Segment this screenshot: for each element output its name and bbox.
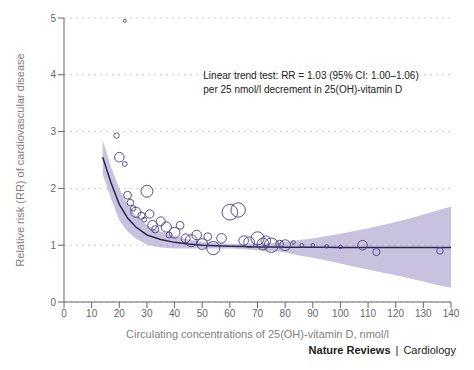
svg-text:140: 140 [443,308,460,319]
svg-text:120: 120 [387,308,404,319]
svg-text:2: 2 [50,183,56,194]
svg-text:3: 3 [50,126,56,137]
svg-text:90: 90 [307,308,319,319]
svg-text:110: 110 [360,308,376,319]
html-text:per 25 nmol/l decrement in 25(: per 25 nmol/l decrement in 25(OH)-vitami… [203,84,403,96]
svg-text:4: 4 [50,69,56,80]
svg-text:130: 130 [415,308,432,319]
svg-text:60: 60 [224,308,236,319]
svg-text:100: 100 [332,308,349,319]
svg-text:Relative risk (RR) of cardiova: Relative risk (RR) of cardiovascular dis… [14,53,26,266]
svg-text:0: 0 [50,297,56,308]
svg-text:70: 70 [252,308,264,319]
svg-text:5: 5 [50,13,56,24]
svg-text:50: 50 [197,308,209,319]
svg-text:0: 0 [61,308,67,319]
html-text:Linear trend test: RR = 1.03 (: Linear trend test: RR = 1.03 (95% CI: 1.… [203,70,419,82]
svg-text:Circulating concentrations of: Circulating concentrations of 25(OH)-vit… [126,328,389,340]
svg-text:80: 80 [280,308,292,319]
svg-text:40: 40 [169,308,181,319]
html-text:Nature Reviews | Cardiology: Nature Reviews | Cardiology [308,344,456,356]
svg-text:20: 20 [114,308,126,319]
svg-text:1: 1 [50,240,56,251]
svg-text:10: 10 [86,308,98,319]
svg-text:30: 30 [141,308,153,319]
